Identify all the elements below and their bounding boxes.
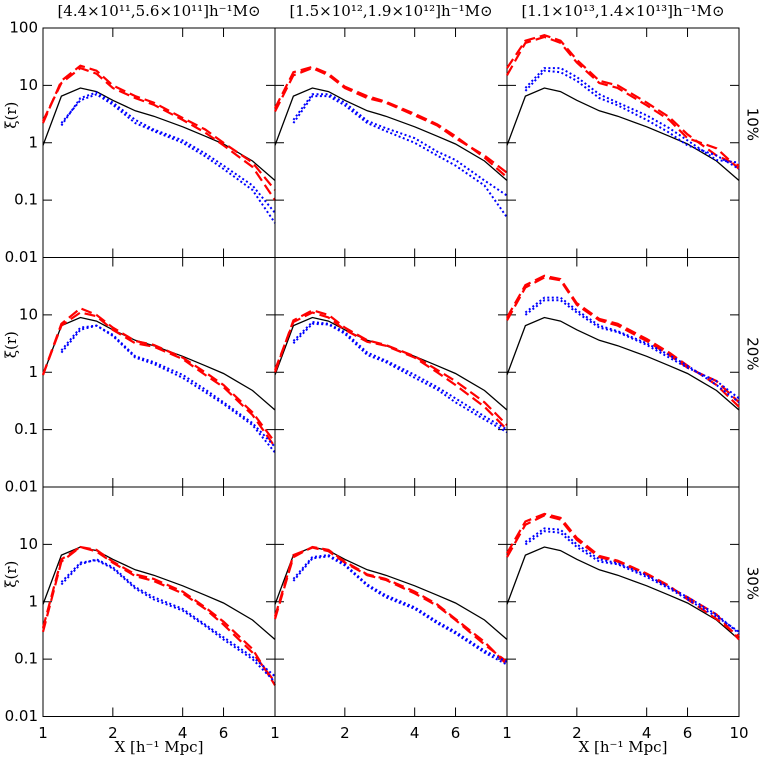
data-line — [292, 322, 508, 434]
data-line — [506, 512, 740, 638]
x-tick-label: 4 — [178, 724, 188, 742]
panel-title: [1.5×10¹²,1.9×10¹²]h⁻¹M⊙ — [289, 2, 492, 20]
y-tick-label: 10 — [19, 76, 38, 94]
data-line — [273, 545, 508, 666]
data-line — [42, 546, 276, 640]
data-line — [524, 67, 740, 164]
data-line — [42, 316, 276, 411]
data-line — [506, 276, 740, 404]
y-tick-label: 100 — [9, 19, 38, 37]
data-line — [274, 66, 508, 174]
x-tick-label: 10 — [729, 724, 748, 742]
x-tick-label: 1 — [270, 724, 280, 742]
data-line — [60, 324, 276, 454]
x-axis-label: X [h⁻¹ Mpc] — [579, 738, 668, 756]
data-line — [506, 34, 740, 167]
data-line — [60, 559, 276, 683]
y-tick-label: 0.1 — [14, 191, 38, 209]
data-line — [506, 35, 740, 170]
data-line — [524, 530, 740, 633]
data-line — [41, 307, 276, 444]
x-tick-label: 4 — [410, 724, 420, 742]
y-tick-label: 1 — [28, 363, 38, 381]
data-line — [273, 311, 508, 431]
data-line — [60, 558, 276, 678]
y-tick-label: 10 — [19, 535, 38, 553]
data-line — [60, 324, 276, 448]
data-line — [506, 274, 740, 408]
data-line — [41, 64, 276, 191]
panel-title: [1.1×10¹³,1.4×10¹³]h⁻¹M⊙ — [521, 2, 724, 20]
x-tick-label: 2 — [108, 724, 118, 742]
data-line — [292, 555, 508, 666]
row-label: 10% — [744, 108, 762, 141]
data-line — [524, 299, 740, 400]
data-line — [41, 311, 276, 448]
panel-frame — [506, 257, 740, 488]
data-line — [274, 87, 508, 181]
y-tick-label: 0.01 — [5, 707, 38, 725]
data-line — [42, 66, 276, 201]
y-axis-label: ξ(r) — [2, 102, 20, 129]
y-tick-label: 0.1 — [14, 420, 38, 438]
x-tick-label: 1 — [502, 724, 512, 742]
data-line — [60, 93, 276, 224]
data-line — [506, 546, 740, 640]
data-line — [506, 316, 740, 411]
x-tick-label: 1 — [38, 724, 48, 742]
y-tick-label: 1 — [28, 133, 38, 151]
y-tick-label: 0.01 — [5, 478, 38, 496]
data-line — [292, 93, 508, 197]
row-label: 20% — [744, 337, 762, 370]
panel-frame — [274, 27, 508, 258]
data-line — [41, 545, 276, 686]
data-line — [41, 545, 276, 683]
data-line — [292, 95, 508, 218]
panel-frame — [274, 486, 508, 717]
panel-frame — [42, 486, 276, 717]
x-tick-label: 2 — [340, 724, 350, 742]
panel-frame — [42, 257, 276, 488]
data-line — [292, 554, 508, 663]
x-axis-label: X [h⁻¹ Mpc] — [115, 738, 204, 756]
panel-frame — [506, 486, 740, 717]
x-tick-label: 6 — [451, 724, 461, 742]
y-tick-label: 10 — [19, 305, 38, 323]
panel-frame — [42, 27, 276, 258]
data-line — [60, 91, 276, 214]
row-label: 30% — [744, 567, 762, 600]
data-line — [292, 320, 508, 431]
x-tick-label: 6 — [683, 724, 693, 742]
y-axis-label: ξ(r) — [2, 561, 20, 588]
data-line — [524, 69, 740, 170]
y-tick-label: 1 — [28, 592, 38, 610]
panel-frame — [274, 257, 508, 488]
data-line — [524, 296, 740, 404]
x-tick-label: 6 — [219, 724, 229, 742]
data-line — [274, 65, 508, 179]
x-tick-label: 2 — [572, 724, 582, 742]
data-line — [273, 309, 508, 426]
y-tick-label: 0.1 — [14, 650, 38, 668]
panel-frame — [506, 27, 740, 258]
data-line — [506, 87, 740, 181]
x-tick-label: 4 — [642, 724, 652, 742]
y-axis-label: ξ(r) — [2, 331, 20, 358]
panel-title: [4.4×10¹¹,5.6×10¹¹]h⁻¹M⊙ — [57, 2, 260, 20]
data-line — [273, 546, 508, 663]
y-tick-label: 0.01 — [5, 248, 38, 266]
